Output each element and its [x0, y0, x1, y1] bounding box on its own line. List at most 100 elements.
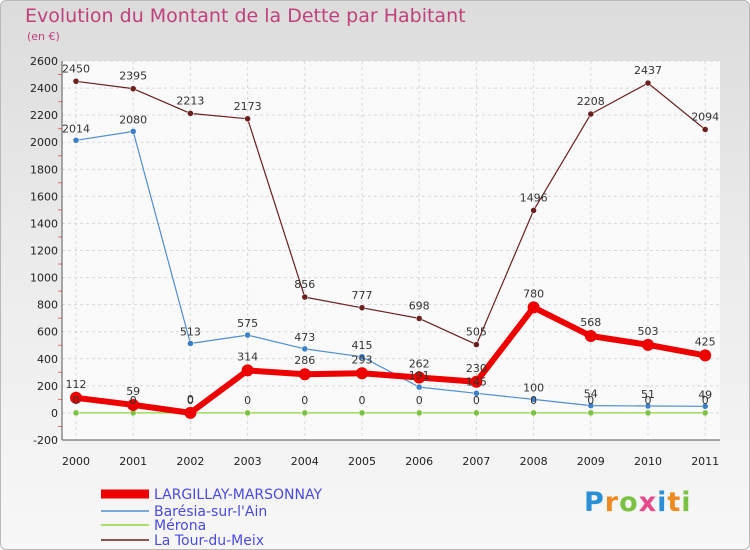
data-point: [301, 345, 309, 353]
data-label: 568: [580, 316, 601, 329]
legend-label: Barésia-sur-l'Ain: [154, 504, 267, 520]
data-label: 286: [294, 354, 315, 367]
data-label: 0: [130, 394, 137, 407]
data-label: 473: [294, 331, 315, 344]
y-tick-label: 1400: [30, 217, 58, 230]
data-label: 54: [584, 388, 598, 401]
y-tick-label: 1200: [30, 245, 58, 258]
brand-letter: r: [604, 487, 620, 518]
data-point: [470, 375, 483, 388]
brand-logo: Proxiti: [584, 487, 692, 518]
data-point: [644, 79, 652, 87]
y-tick-label: 800: [37, 299, 58, 312]
data-label: 51: [641, 388, 655, 401]
data-point: [530, 409, 537, 417]
series-line: [75, 80, 706, 346]
data-point: [415, 315, 423, 322]
data-point: [244, 331, 251, 339]
data-point: [72, 409, 80, 417]
data-label: 293: [352, 353, 373, 366]
data-label: 575: [237, 317, 258, 330]
x-tick-label: 2001: [119, 455, 147, 468]
data-label: 100: [523, 381, 544, 394]
brand-letter: t: [667, 487, 682, 518]
data-label: 2450: [62, 62, 90, 75]
y-tick-label: 1000: [30, 272, 58, 285]
data-point: [413, 371, 426, 384]
data-point: [301, 409, 309, 417]
data-point: [644, 409, 652, 417]
y-tick-label: 1600: [30, 190, 58, 203]
data-point: [527, 301, 540, 314]
data-label: 1496: [520, 191, 548, 204]
data-label: 513: [180, 325, 201, 338]
data-label: 314: [237, 350, 258, 363]
data-label: 2437: [634, 64, 662, 77]
data-point: [530, 207, 537, 214]
data-label: 2080: [119, 113, 147, 126]
chart-unit: (en €): [27, 30, 60, 43]
data-point: [642, 338, 654, 351]
data-label: 230: [466, 362, 487, 375]
legend-label: La Tour-du-Meix: [154, 533, 264, 549]
data-label: 2208: [577, 95, 605, 108]
data-point: [701, 409, 709, 417]
data-point: [415, 383, 423, 391]
data-label: 503: [638, 325, 659, 338]
data-label: 191: [409, 369, 430, 382]
data-point: [358, 409, 366, 417]
data-label: 2173: [234, 100, 262, 113]
data-label: 0: [530, 394, 537, 407]
data-point: [244, 115, 251, 123]
data-point: [70, 391, 82, 404]
data-label: 780: [523, 287, 544, 300]
series-line: [75, 304, 706, 416]
data-label: 425: [695, 335, 716, 348]
data-point: [701, 403, 709, 410]
data-point: [187, 110, 194, 117]
x-tick-label: 2005: [348, 455, 376, 468]
data-label: 0: [416, 394, 423, 407]
y-tick-label: 0: [51, 407, 58, 420]
y-tick-label: -200: [33, 434, 58, 447]
data-label: 49: [698, 388, 712, 401]
data-point: [244, 409, 251, 417]
data-point: [473, 341, 480, 348]
y-tick-label: 400: [37, 353, 58, 366]
x-tick-label: 2009: [577, 455, 605, 468]
data-label: 698: [409, 299, 430, 312]
y-tick-label: 2200: [30, 109, 58, 122]
series-line: [75, 130, 706, 407]
data-label: 0: [587, 394, 594, 407]
data-label: 0: [359, 394, 366, 407]
data-point: [127, 398, 140, 411]
brand-letter: i: [681, 487, 692, 518]
data-point: [701, 126, 709, 133]
x-tick-label: 2006: [405, 455, 433, 468]
brand-letter: P: [584, 487, 605, 518]
data-point: [587, 409, 595, 417]
x-tick-label: 2007: [462, 455, 490, 468]
data-label: 262: [409, 357, 430, 370]
data-point: [129, 128, 137, 135]
data-point: [184, 406, 197, 419]
data-label: 0: [702, 394, 709, 407]
x-tick-label: 2010: [634, 455, 662, 468]
data-label: 777: [352, 289, 373, 302]
data-point: [584, 330, 597, 343]
data-label: 0: [244, 394, 251, 407]
data-point: [473, 409, 480, 417]
chart-title: Evolution du Montant de la Dette par Hab…: [25, 5, 466, 27]
data-point: [187, 340, 194, 347]
data-label: 59: [126, 385, 140, 398]
y-tick-label: 600: [37, 326, 58, 339]
x-tick-label: 2003: [234, 455, 262, 468]
y-tick-label: 2400: [30, 82, 58, 95]
data-label: 2395: [119, 70, 147, 83]
data-point: [72, 78, 80, 85]
data-point: [356, 367, 368, 380]
data-point: [699, 349, 712, 362]
data-label: 0: [73, 394, 80, 407]
